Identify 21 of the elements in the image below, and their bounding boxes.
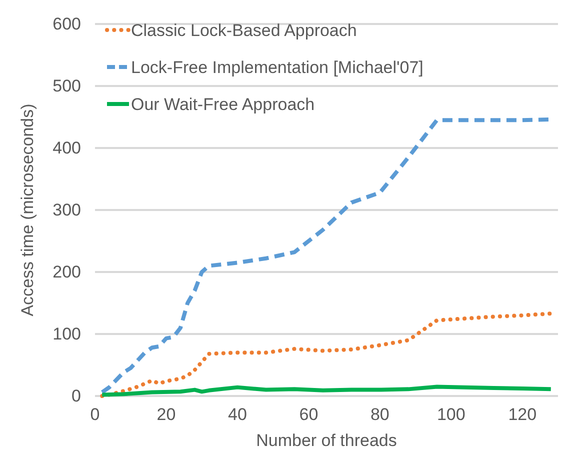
x-tick-label: 100	[436, 405, 466, 424]
y-tick-label: 400	[52, 138, 81, 158]
y-tick-label: 100	[52, 324, 81, 344]
line-series	[100, 312, 553, 398]
x-axis-title: Number of threads	[256, 431, 397, 450]
y-tick-label: 300	[52, 200, 81, 220]
x-tick-label: 120	[508, 405, 537, 424]
y-tick-label: 0	[72, 386, 81, 406]
legend-label: Lock-Free Implementation [Michael'07]	[131, 58, 424, 77]
y-tick-label: 500	[52, 76, 81, 96]
line-series	[100, 384, 553, 397]
x-tick-label: 80	[370, 405, 390, 424]
x-tick-label: 20	[156, 405, 176, 424]
x-tick-label: 40	[228, 405, 247, 424]
x-tick-label: 60	[299, 405, 318, 424]
y-axis-title: Access time (microseconds)	[18, 104, 37, 316]
y-tick-label: 200	[52, 262, 81, 282]
y-tick-label: 600	[52, 14, 81, 34]
legend-label: Our Wait-Free Approach	[131, 95, 315, 114]
legend-label: Classic Lock-Based Approach	[131, 21, 357, 40]
x-tick-label: 0	[90, 405, 100, 424]
